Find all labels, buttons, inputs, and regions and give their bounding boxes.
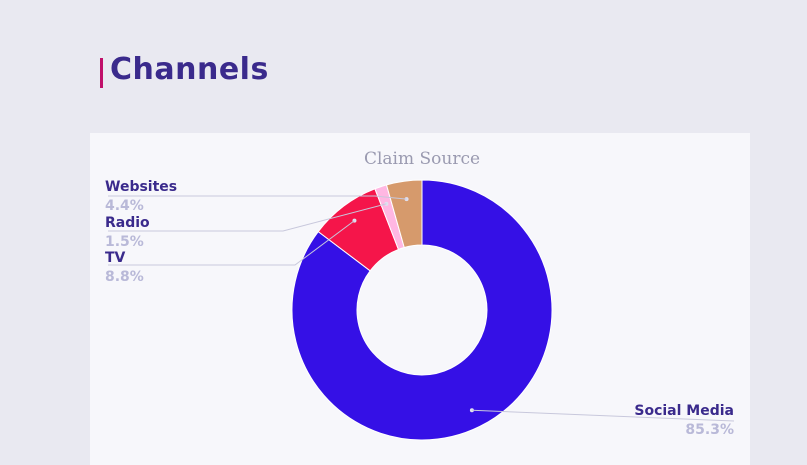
leader-line xyxy=(471,409,735,422)
slice-value-label: 1.5% xyxy=(105,234,144,250)
leader-line xyxy=(108,195,407,200)
slice-value-label: 4.4% xyxy=(105,198,144,214)
chart-title: Claim Source xyxy=(364,149,480,169)
slice-label: TV xyxy=(105,250,126,266)
slice-label: Radio xyxy=(105,215,150,231)
slice-value-label: 8.8% xyxy=(105,269,144,285)
page-title: Channels xyxy=(110,52,269,87)
slice-websites[interactable] xyxy=(385,179,423,249)
slice-label: Websites xyxy=(105,179,177,195)
leader-line xyxy=(108,203,387,232)
leader-line xyxy=(108,220,355,266)
slice-social-media[interactable] xyxy=(291,179,553,441)
title-accent-bar xyxy=(100,58,103,88)
slice-label: Social Media xyxy=(634,403,734,419)
slice-value-label: 85.3% xyxy=(685,422,734,438)
